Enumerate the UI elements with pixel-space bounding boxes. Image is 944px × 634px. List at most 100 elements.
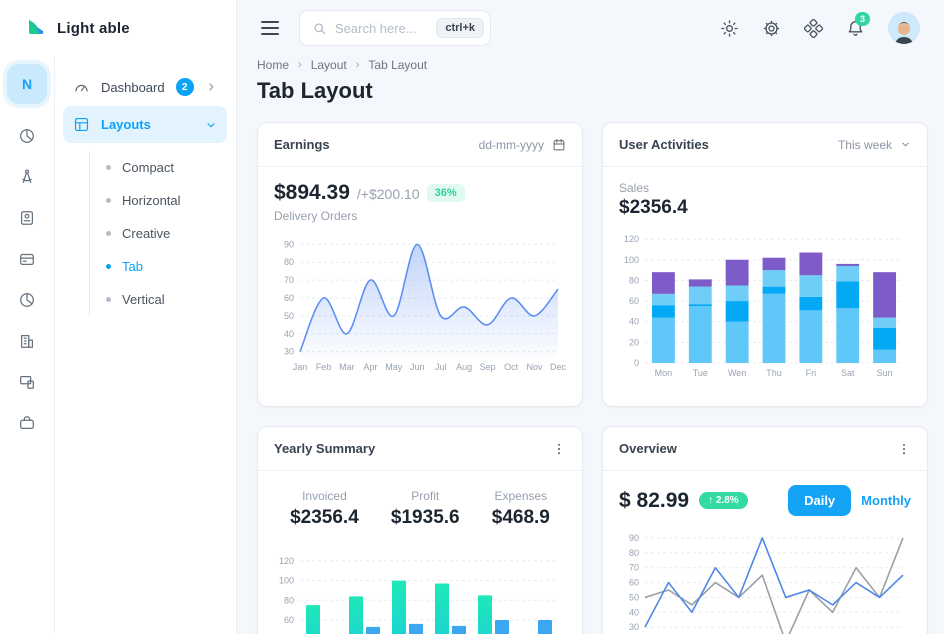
brand-logo-icon bbox=[24, 16, 48, 40]
bullet-dot bbox=[106, 165, 111, 170]
svg-text:100: 100 bbox=[279, 576, 294, 586]
earnings-subtitle: Delivery Orders bbox=[274, 209, 358, 223]
passport-icon[interactable] bbox=[18, 209, 36, 227]
svg-text:May: May bbox=[385, 362, 403, 372]
overview-percent-badge: ↑ 2.8% bbox=[699, 492, 748, 509]
breadcrumb-current: Tab Layout bbox=[368, 58, 428, 72]
card-title: User Activities bbox=[619, 137, 709, 152]
submenu-item-creative[interactable]: Creative bbox=[90, 217, 227, 250]
search-box: ctrl+k bbox=[299, 10, 491, 46]
devices-icon[interactable] bbox=[18, 373, 36, 391]
breadcrumb-home[interactable]: Home bbox=[257, 58, 290, 72]
breadcrumb-separator: › bbox=[298, 59, 302, 71]
period-select[interactable]: This week bbox=[838, 138, 911, 152]
svg-text:30: 30 bbox=[629, 622, 639, 632]
chevron-right-icon bbox=[205, 81, 217, 93]
submenu-item-tab[interactable]: Tab bbox=[90, 250, 227, 283]
stat-invoiced: Invoiced $2356.4 bbox=[290, 489, 359, 529]
cards-grid: Earnings dd-mm-yyyy $894.39 /+$200.10 bbox=[257, 122, 928, 634]
earnings-percent-badge: 36% bbox=[426, 184, 465, 202]
sidebar-item-layouts[interactable]: Layouts bbox=[63, 106, 227, 143]
sun-icon[interactable] bbox=[720, 19, 739, 38]
submenu-label: Tab bbox=[122, 259, 143, 274]
yearly-summary-card: Yearly Summary Invoiced $2356.4 bbox=[257, 426, 583, 634]
credit-card-icon[interactable] bbox=[18, 250, 36, 268]
daily-button[interactable]: Daily bbox=[788, 485, 852, 516]
pie-chart-icon[interactable] bbox=[18, 127, 36, 145]
svg-text:Wen: Wen bbox=[728, 368, 746, 378]
topbar: ctrl+k 3 bbox=[237, 0, 944, 56]
svg-text:80: 80 bbox=[284, 257, 294, 267]
svg-text:50: 50 bbox=[284, 311, 294, 321]
bullet-dot bbox=[106, 231, 111, 236]
kebab-menu-icon[interactable] bbox=[897, 442, 911, 456]
chevron-down-icon bbox=[205, 119, 217, 131]
svg-text:90: 90 bbox=[629, 533, 639, 543]
kebab-menu-icon[interactable] bbox=[552, 442, 566, 456]
submenu-item-horizontal[interactable]: Horizontal bbox=[90, 184, 227, 217]
svg-text:Fri: Fri bbox=[806, 368, 817, 378]
sales-label: Sales bbox=[619, 181, 650, 195]
brand[interactable]: Light able bbox=[0, 0, 236, 56]
stat-value: $1935.6 bbox=[390, 507, 460, 528]
svg-text:Tue: Tue bbox=[693, 368, 708, 378]
bullet-dot bbox=[106, 264, 111, 269]
user-activities-chart: 0 20 40 60 80 100 120 Mon Tue Wen Thu Fri Sat Sun bbox=[624, 234, 903, 378]
main-area: ctrl+k 3 bbox=[237, 0, 944, 634]
search-shortcut-badge: ctrl+k bbox=[436, 18, 484, 38]
drafting-compass-icon[interactable] bbox=[18, 168, 36, 186]
sidebar-item-label: Layouts bbox=[101, 117, 151, 132]
svg-text:80: 80 bbox=[629, 275, 639, 285]
svg-text:Sun: Sun bbox=[877, 368, 893, 378]
sales-value: $2356.4 bbox=[619, 197, 688, 218]
submenu-item-vertical[interactable]: Vertical bbox=[90, 283, 227, 316]
svg-text:Thu: Thu bbox=[766, 368, 782, 378]
stat-profit: Profit $1935.6 bbox=[391, 489, 460, 529]
svg-text:Sep: Sep bbox=[480, 362, 496, 372]
stat-label: Invoiced bbox=[302, 489, 347, 503]
svg-text:60: 60 bbox=[284, 615, 294, 625]
date-picker[interactable]: dd-mm-yyyy bbox=[479, 138, 566, 152]
page-content: Home › Layout › Tab Layout Tab Layout Ea… bbox=[237, 56, 944, 634]
rail-active-tile[interactable]: N bbox=[7, 64, 47, 104]
gauge-icon bbox=[73, 79, 90, 96]
overview-chart: 2030405060708090 bbox=[629, 533, 904, 634]
menu-toggle-button[interactable] bbox=[261, 21, 279, 35]
building-icon[interactable] bbox=[18, 332, 36, 350]
svg-text:Oct: Oct bbox=[504, 362, 519, 372]
svg-text:Apr: Apr bbox=[363, 362, 377, 372]
sidebar-menu: Dashboard 2 Layouts Compact bbox=[55, 56, 237, 634]
gear-icon[interactable] bbox=[762, 19, 781, 38]
brand-name: Light able bbox=[57, 19, 130, 37]
svg-text:Jun: Jun bbox=[410, 362, 425, 372]
card-title: Earnings bbox=[274, 137, 330, 152]
period-label: This week bbox=[837, 137, 892, 152]
search-icon bbox=[312, 21, 327, 36]
breadcrumb-layout[interactable]: Layout bbox=[310, 58, 347, 72]
svg-text:80: 80 bbox=[284, 595, 294, 605]
svg-text:Mar: Mar bbox=[339, 362, 355, 372]
sidebar: Light able N bbox=[0, 0, 237, 634]
monthly-button[interactable]: Monthly bbox=[861, 493, 911, 508]
search-input[interactable] bbox=[335, 20, 429, 36]
user-avatar[interactable] bbox=[888, 12, 920, 44]
sidebar-item-dashboard[interactable]: Dashboard 2 bbox=[63, 68, 227, 106]
breadcrumb-separator: › bbox=[355, 59, 360, 71]
apps-icon[interactable] bbox=[804, 18, 823, 38]
user-activities-card: User Activities This week Sales $2356.4 … bbox=[602, 122, 928, 407]
submenu-label: Vertical bbox=[122, 292, 165, 307]
earnings-delta: /+$200.10 bbox=[356, 186, 420, 202]
svg-text:100: 100 bbox=[624, 255, 639, 265]
topbar-icons: 3 bbox=[720, 11, 920, 44]
stat-label: Profit bbox=[411, 489, 440, 503]
bell-icon[interactable]: 3 bbox=[846, 11, 870, 38]
briefcase-icon[interactable] bbox=[18, 414, 36, 432]
submenu-item-compact[interactable]: Compact bbox=[90, 151, 227, 184]
chart-pie-icon[interactable] bbox=[18, 291, 36, 309]
calendar-icon bbox=[552, 138, 566, 152]
submenu-label: Compact bbox=[122, 160, 175, 175]
submenu-label: Creative bbox=[122, 226, 171, 241]
svg-text:Sat: Sat bbox=[841, 368, 855, 378]
